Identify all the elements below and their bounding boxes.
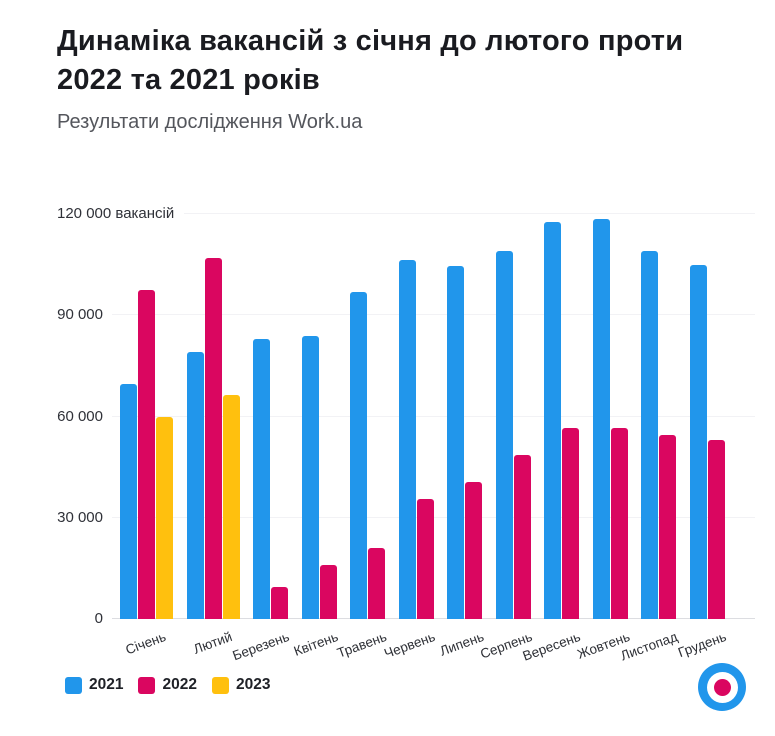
chart-title-line-1: Динаміка вакансій з січня до лютого прот… — [57, 25, 684, 57]
legend-item-2021: 2021 — [65, 676, 123, 694]
chart-title-line-2: 2022 та 2021 років — [57, 64, 320, 96]
x-axis-label-6: Червень — [382, 629, 438, 662]
bar-group-3: Березень — [231, 214, 292, 663]
x-axis-label-7: Липень — [437, 629, 486, 659]
bar-group-5: Травень — [335, 214, 389, 661]
bar-2022-Грудень — [707, 440, 725, 619]
bar-2021-Червень — [398, 259, 416, 619]
bar-group-2: Лютий — [186, 214, 240, 657]
legend-swatch-2023 — [211, 676, 229, 694]
bar-2023-Січень — [156, 417, 173, 619]
bar-group-8: Серпень — [478, 214, 534, 662]
legend-label-2023: 2023 — [235, 676, 271, 693]
bar-2021-Березень — [253, 338, 271, 619]
bar-2022-Жовтень — [610, 428, 628, 619]
work-ua-logo — [698, 663, 746, 711]
bar-2022-Квітень — [319, 565, 337, 619]
x-axis-label-3: Березень — [231, 629, 292, 664]
bar-group-4: Квітень — [292, 214, 340, 659]
legend-label-2021: 2021 — [89, 676, 124, 693]
bar-2021-Грудень — [689, 264, 707, 619]
logo-center-dot — [713, 678, 731, 696]
x-axis-label-2: Лютий — [191, 629, 235, 657]
y-tick-label-30000: 30 000 — [57, 508, 103, 526]
bar-group-6: Червень — [382, 214, 437, 661]
bar-2021-Серпень — [495, 251, 513, 619]
gridline-90000 — [112, 314, 755, 316]
x-axis-label-1: Січень — [123, 629, 168, 658]
x-axis-label-5: Травень — [335, 629, 389, 661]
chart-subtitle: Результати дослідження Work.ua — [57, 111, 363, 133]
bar-group-7: Липень — [438, 214, 486, 659]
bar-2022-Вересень — [562, 428, 580, 619]
bar-2021-Жовтень — [592, 219, 610, 619]
bar-2022-Травень — [368, 548, 386, 619]
bar-2021-Травень — [350, 291, 368, 619]
logo-white-ring — [706, 671, 738, 703]
gridline-120000 — [112, 213, 755, 214]
bar-2021-Липень — [447, 266, 465, 619]
y-tick-label-0: 0 — [94, 610, 103, 627]
y-tick-label-90000: 90 000 — [57, 306, 103, 324]
bar-2022-Лютий — [204, 257, 222, 619]
bar-2022-Серпень — [513, 455, 531, 619]
chart-title: Динаміка вакансій з січня до лютого прот… — [57, 22, 737, 100]
bar-group-10: Жовтень — [575, 214, 631, 662]
bar-2023-Лютий — [222, 394, 240, 619]
bar-2021-Січень — [120, 384, 137, 619]
bar-2021-Лютий — [186, 352, 204, 619]
y-tick-label-60000: 60 000 — [57, 407, 103, 425]
bar-2022-Січень — [138, 289, 155, 619]
gridline-60000 — [112, 415, 755, 417]
bar-group-1: Січень — [120, 214, 173, 657]
bar-2021-Квітень — [301, 335, 319, 619]
x-axis-label-12: Грудень — [676, 629, 729, 661]
bar-2022-Червень — [416, 499, 434, 619]
bar-2022-Листопад — [659, 435, 677, 619]
legend-item-2022: 2022 — [138, 676, 197, 694]
bar-2021-Листопад — [641, 251, 659, 619]
x-axis-label-4: Квітень — [291, 629, 341, 659]
y-axis-top-label: 120 000 вакансій — [57, 205, 185, 223]
legend-swatch-2021 — [65, 676, 82, 694]
bar-group-9: Вересень — [521, 214, 583, 664]
legend-swatch-2022 — [138, 676, 156, 694]
bar-group-11: Листопад — [619, 214, 680, 663]
legend: 2021 2022 2023 — [65, 676, 270, 694]
bar-2022-Липень — [465, 482, 483, 619]
bar-2021-Вересень — [544, 222, 562, 619]
plot-area: Січень Лютий Березень Квітень Травень Червень… — [112, 213, 755, 664]
bar-2022-Березень — [271, 586, 289, 619]
legend-item-2023: 2023 — [211, 676, 271, 694]
bar-group-12: Грудень — [676, 214, 728, 660]
legend-label-2022: 2022 — [162, 676, 197, 693]
